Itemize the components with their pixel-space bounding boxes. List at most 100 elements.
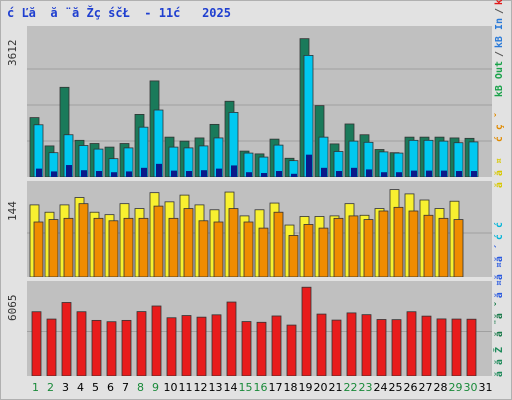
x-tick-label-day-11: 11 [178, 381, 193, 394]
bar-bottom-s0-day-29 [451, 318, 462, 376]
bar-top-s1-day-27 [423, 139, 434, 177]
x-tick-label-day-26: 26 [403, 381, 418, 394]
bar-bottom-s0-day-8 [136, 311, 147, 376]
bar-middle-s1-day-20 [318, 227, 329, 277]
bar-top-s1-day-16 [258, 156, 269, 177]
top-chart-panel [27, 26, 492, 177]
x-tick-label-day-10: 10 [163, 381, 178, 394]
bar-top-s0-day-3 [59, 86, 70, 177]
bar-top-s1-day-7 [123, 147, 134, 177]
bar-bottom-s0-day-22 [346, 312, 357, 376]
bar-top-s1-day-1 [33, 124, 44, 177]
x-tick-label-day-21: 21 [328, 381, 343, 394]
bar-top-s2-day-25 [396, 172, 402, 177]
legend-entry-4: ă ă ¤ [494, 158, 505, 189]
bar-top-s2-day-15 [246, 172, 252, 177]
x-tick-label-day-22: 22 [343, 381, 358, 394]
legend-entry-5: ć ç ˇ [494, 112, 505, 143]
bar-top-s2-day-19 [306, 154, 312, 177]
bar-middle-s1-day-29 [453, 219, 464, 277]
bar-top-s2-day-12 [201, 170, 207, 177]
x-tick-label-day-27: 27 [418, 381, 433, 394]
bar-bottom-s0-day-18 [286, 324, 297, 376]
legend-entry-8: kB In [494, 17, 505, 48]
bar-middle-s1-day-6 [108, 220, 119, 277]
x-tick-label-day-23: 23 [358, 381, 373, 394]
bar-top-s2-day-13 [216, 168, 222, 177]
bar-middle-s1-day-22 [348, 215, 359, 277]
middle-panel-max-label: 144 [6, 201, 19, 221]
bar-top-s1-day-14 [228, 112, 239, 177]
bar-middle-s1-day-5 [93, 217, 104, 277]
x-tick-label-day-9: 9 [152, 381, 159, 394]
bar-bottom-s0-day-6 [106, 321, 117, 376]
x-tick-label-day-19: 19 [298, 381, 313, 394]
bar-top-s2-day-10 [171, 170, 177, 177]
bar-top-s2-day-14 [231, 165, 237, 177]
bar-middle-s1-day-24 [378, 210, 389, 277]
bar-top-s2-day-29 [456, 171, 462, 177]
bar-top-s2-day-18 [291, 173, 297, 177]
bar-top-s1-day-23 [363, 141, 374, 177]
x-tick-label-day-1: 1 [32, 381, 39, 394]
bar-bottom-s0-day-10 [166, 317, 177, 376]
x-tick-label-day-18: 18 [283, 381, 298, 394]
bar-middle-s1-day-17 [273, 211, 284, 277]
bar-middle-s1-day-2 [48, 219, 59, 277]
bar-middle-s1-day-23 [363, 219, 374, 277]
x-tick-label-day-6: 6 [107, 381, 114, 394]
bar-top-s1-day-30 [468, 141, 479, 177]
bar-top-s1-day-20 [318, 136, 329, 177]
x-tick-label-day-3: 3 [62, 381, 69, 394]
bar-bottom-s0-day-27 [421, 315, 432, 376]
bar-top-s2-day-22 [351, 167, 357, 177]
x-tick-label-day-8: 8 [137, 381, 144, 394]
bar-bottom-s0-day-21 [331, 319, 342, 376]
x-tick-label-day-7: 7 [122, 381, 129, 394]
bar-bottom-s0-day-30 [466, 318, 477, 376]
bar-bottom-s0-day-19 [301, 286, 312, 376]
legend-entry-9: / [494, 8, 505, 15]
x-tick-label-day-12: 12 [193, 381, 208, 394]
bar-bottom-s0-day-17 [271, 315, 282, 376]
bar-bottom-s0-day-16 [256, 321, 267, 376]
bar-top-s2-day-17 [276, 171, 282, 177]
bar-top-s1-day-10 [168, 146, 179, 177]
bar-top-s2-day-6 [111, 172, 117, 177]
bottom-chart-svg [27, 286, 492, 376]
x-tick-label-day-24: 24 [373, 381, 388, 394]
bar-top-s1-day-17 [273, 144, 284, 177]
bar-bottom-s0-day-14 [226, 301, 237, 376]
x-tick-label-day-28: 28 [433, 381, 448, 394]
bar-top-s1-day-11 [183, 147, 194, 177]
bar-top-s2-day-26 [411, 170, 417, 177]
bar-top-s2-day-9 [156, 163, 162, 177]
x-tick-label-day-17: 17 [268, 381, 283, 394]
bar-middle-s1-day-4 [78, 203, 89, 277]
bar-top-s2-day-8 [141, 167, 147, 177]
bar-top-s1-day-6 [108, 158, 119, 177]
bar-top-s2-day-4 [81, 170, 87, 177]
bar-bottom-s0-day-1 [31, 311, 42, 376]
bar-top-s2-day-16 [261, 173, 267, 177]
legend-entry-0: ă ă Ž [494, 346, 505, 377]
top-chart-svg [27, 38, 492, 177]
top-panel-max-label: 3612 [6, 39, 19, 67]
legend-entry-10: kB F [494, 0, 510, 5]
bar-middle-s1-day-14 [228, 208, 239, 277]
bar-middle-s1-day-9 [153, 205, 164, 277]
x-tick-label-day-2: 2 [47, 381, 54, 394]
x-tick-label-day-13: 13 [208, 381, 223, 394]
bar-middle-s1-day-27 [423, 214, 434, 277]
bar-middle-s1-day-7 [123, 217, 134, 277]
bar-bottom-s0-day-13 [211, 314, 222, 376]
bar-top-s2-day-11 [186, 171, 192, 177]
bar-middle-s1-day-8 [138, 217, 149, 277]
x-tick-label-day-4: 4 [77, 381, 84, 394]
middle-chart-panel [27, 181, 492, 277]
bar-bottom-s0-day-24 [376, 319, 387, 376]
bar-top-s2-day-23 [366, 169, 372, 177]
x-tick-label-day-16: 16 [253, 381, 268, 394]
bar-top-s2-day-3 [66, 165, 72, 177]
